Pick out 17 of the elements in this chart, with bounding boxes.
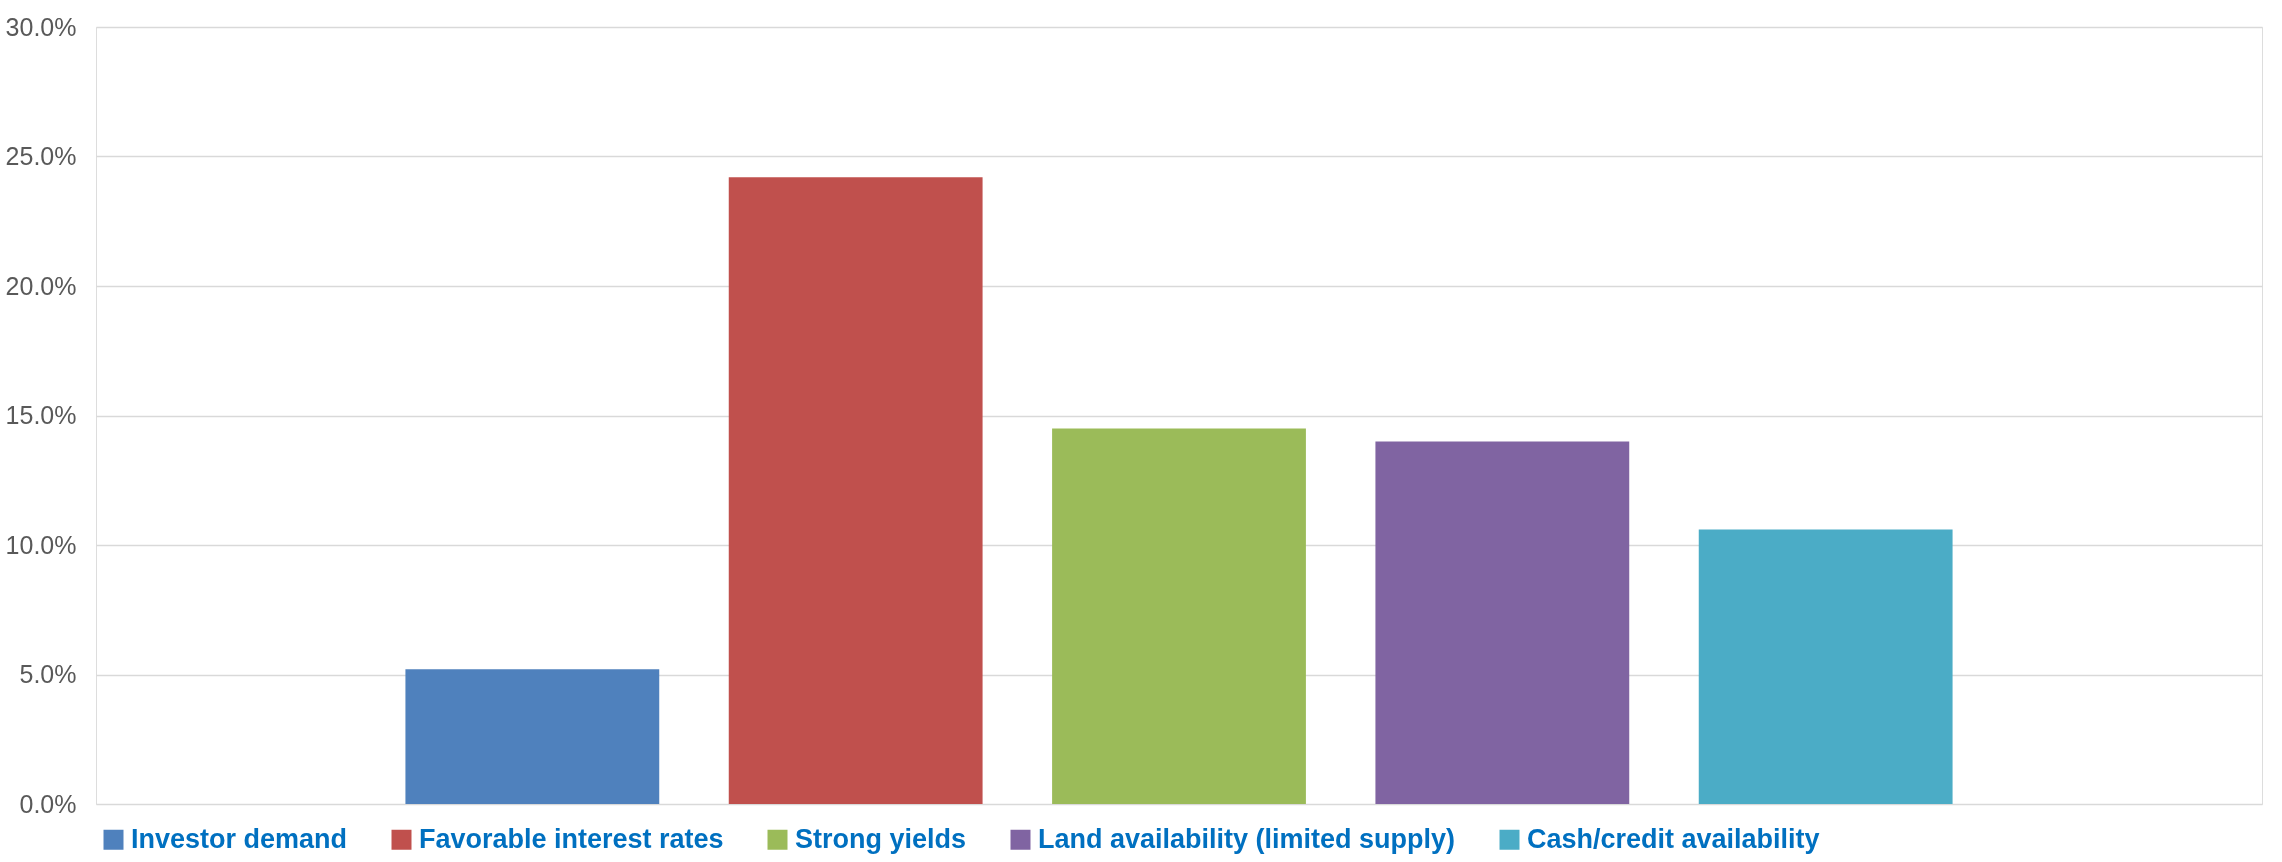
- y-tick-label: 25.0%: [5, 142, 77, 170]
- y-tick-label: 30.0%: [5, 12, 77, 41]
- bar: [405, 669, 660, 804]
- legend-label: Strong yields: [795, 823, 967, 854]
- bar: [1052, 428, 1306, 804]
- bar: [1698, 529, 1953, 804]
- y-tick-label: 10.0%: [5, 530, 77, 559]
- y-tick-label: 0.0%: [19, 789, 77, 818]
- bar: [1375, 441, 1630, 804]
- legend-label: Investor demand: [131, 823, 348, 854]
- legend-label: Cash/credit availability: [1527, 823, 1820, 854]
- y-tick-label: 20.0%: [5, 271, 77, 300]
- legend-label: Land availability (limited supply): [1038, 823, 1456, 854]
- y-tick-label: 5.0%: [19, 660, 77, 688]
- legend-label: Favorable interest rates: [419, 823, 724, 854]
- bar: [728, 177, 983, 804]
- y-tick-label: 15.0%: [5, 401, 77, 429]
